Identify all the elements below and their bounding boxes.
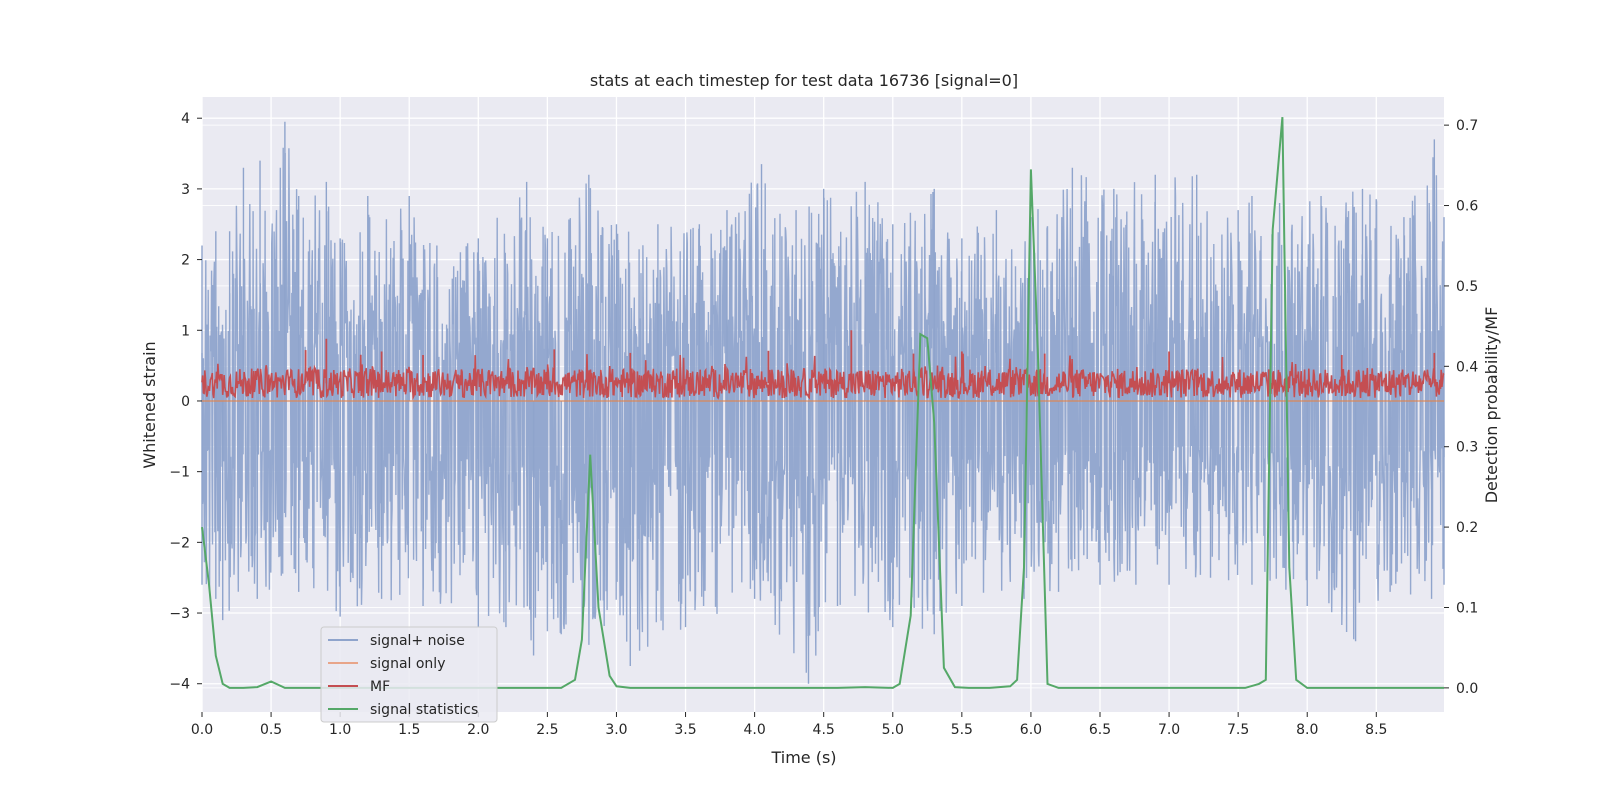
y-left-tick-label: −3	[169, 606, 190, 622]
legend-label-signal-only: signal only	[370, 656, 445, 672]
x-tick-label: 1.5	[398, 722, 420, 738]
y-right-tick-label: 0.4	[1456, 359, 1478, 375]
y-right-tick-label: 0.6	[1456, 199, 1478, 215]
legend-label-signal-statistics: signal statistics	[370, 702, 478, 718]
x-tick-label: 7.5	[1227, 722, 1249, 738]
mf-line	[201, 353, 1445, 401]
x-tick-label: 4.5	[813, 722, 835, 738]
y-right-tick-label: 0.3	[1456, 440, 1478, 456]
y-left-tick-label: 4	[181, 111, 190, 127]
x-tick-label: 8.5	[1365, 722, 1387, 738]
x-tick-label: 1.0	[329, 722, 351, 738]
y-left-tick-label: −1	[169, 465, 190, 481]
x-tick-label: 3.0	[605, 722, 627, 738]
x-tick-label: 5.5	[951, 722, 973, 738]
y-left-tick-label: 3	[181, 182, 190, 198]
series-layer	[201, 117, 1445, 689]
y-right-tick-label: 0.5	[1456, 279, 1478, 295]
y-right-tick-label: 0.1	[1456, 600, 1478, 616]
legend: signal+ noise signal only MF signal stat…	[320, 626, 498, 723]
x-tick-label: 8.0	[1296, 722, 1318, 738]
x-tick-label: 2.5	[536, 722, 558, 738]
x-tick-label: 6.0	[1020, 722, 1042, 738]
y-left-tick-label: 1	[181, 323, 190, 339]
chart-title: stats at each timestep for test data 167…	[590, 71, 1018, 90]
y-axis-right-label: Detection probability/MF	[1482, 307, 1501, 504]
x-tick-label: 0.5	[260, 722, 282, 738]
legend-label-signal-noise: signal+ noise	[370, 633, 465, 649]
x-tick-label: 0.0	[191, 722, 213, 738]
y-left-tick-label: −2	[169, 535, 190, 551]
y-right-tick-label: 0.0	[1456, 681, 1478, 697]
x-tick-label: 2.0	[467, 722, 489, 738]
x-tick-label: 7.0	[1158, 722, 1180, 738]
x-axis-label: Time (s)	[770, 748, 836, 767]
y-left-tick-label: 2	[181, 253, 190, 269]
legend-label-mf: MF	[370, 679, 390, 695]
x-tick-label: 5.0	[882, 722, 904, 738]
y-left-tick-label: 0	[181, 394, 190, 410]
axes: 0.0 0.5 1.0 1.5 2.0 2.5 3.0 3.5 4.0 4.5 5.0 5.5 6.0 6…	[169, 111, 1478, 738]
legend-frame	[320, 626, 498, 723]
x-tick-label: 6.5	[1089, 722, 1111, 738]
y-right-tick-label: 0.7	[1456, 118, 1478, 134]
y-axis-left-label: Whitened strain	[140, 341, 159, 468]
y-left-tick-label: −4	[169, 677, 190, 693]
y-right-tick-label: 0.2	[1456, 520, 1478, 536]
x-tick-label: 3.5	[674, 722, 696, 738]
x-tick-label: 4.0	[743, 722, 765, 738]
